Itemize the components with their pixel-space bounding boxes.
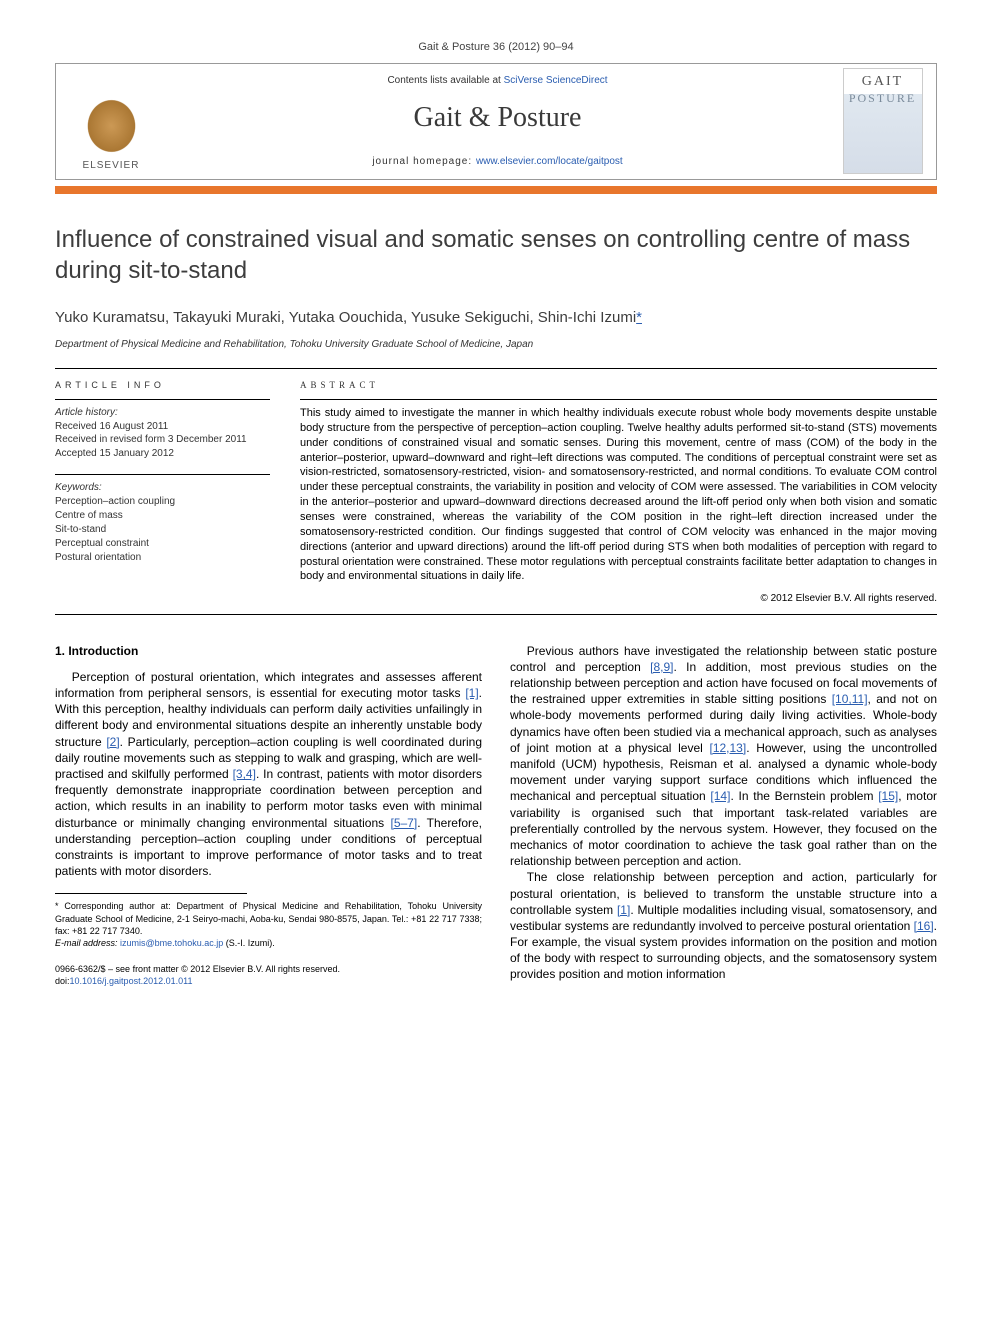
- abstract-label: ABSTRACT: [300, 379, 937, 391]
- keyword-item: Perception–action coupling: [55, 495, 270, 509]
- abstract-column: ABSTRACT This study aimed to investigate…: [300, 379, 937, 606]
- elsevier-tree-icon: [84, 96, 139, 156]
- journal-cover-thumb: GAIT POSTURE: [843, 68, 923, 174]
- citation-link[interactable]: [2]: [106, 735, 119, 749]
- abstract-copyright: © 2012 Elsevier B.V. All rights reserved…: [300, 592, 937, 606]
- body-col-left: 1. Introduction Perception of postural o…: [55, 643, 482, 987]
- journal-title: Gait & Posture: [414, 99, 582, 137]
- rule-above-abstract: [55, 368, 937, 369]
- page-footer: 0966-6362/$ – see front matter © 2012 El…: [55, 963, 482, 987]
- keyword-item: Sit-to-stand: [55, 523, 270, 537]
- author-list: Yuko Kuramatsu, Takayuki Muraki, Yutaka …: [55, 308, 937, 328]
- email-paren: (S.-I. Izumi).: [223, 938, 275, 948]
- body-columns: 1. Introduction Perception of postural o…: [55, 643, 937, 987]
- keyword-item: Perceptual constraint: [55, 537, 270, 551]
- citation-link[interactable]: [10,11]: [832, 692, 868, 706]
- body-paragraph: Perception of postural orientation, whic…: [55, 669, 482, 879]
- rule-info: [55, 399, 270, 400]
- section-heading-intro: 1. Introduction: [55, 643, 482, 659]
- body-paragraph: The close relationship between perceptio…: [510, 869, 937, 982]
- footnote-rule: [55, 893, 247, 894]
- rule-abstract: [300, 399, 937, 400]
- email-footnote: E-mail address: izumis@bme.tohoku.ac.jp …: [55, 937, 482, 949]
- front-matter-line: 0966-6362/$ – see front matter © 2012 El…: [55, 963, 482, 975]
- article-history-block: Article history: Received 16 August 2011…: [55, 406, 270, 460]
- doi-line: doi:10.1016/j.gaitpost.2012.01.011: [55, 975, 482, 987]
- article-title: Influence of constrained visual and soma…: [55, 224, 937, 286]
- corr-email-link[interactable]: izumis@bme.tohoku.ac.jp: [120, 938, 223, 948]
- citation-link[interactable]: [1]: [465, 686, 478, 700]
- email-label: E-mail address:: [55, 938, 120, 948]
- article-info-column: ARTICLE INFO Article history: Received 1…: [55, 379, 270, 606]
- keywords-block: Keywords: Perception–action coupling Cen…: [55, 481, 270, 565]
- corr-author-footnote: * Corresponding author at: Department of…: [55, 900, 482, 936]
- footnotes: * Corresponding author at: Department of…: [55, 900, 482, 949]
- publisher-logo-block: ELSEVIER: [56, 64, 166, 179]
- citation-link[interactable]: [1]: [617, 903, 630, 917]
- keyword-item: Postural orientation: [55, 551, 270, 565]
- citation-link[interactable]: [15]: [878, 789, 898, 803]
- history-label: Article history:: [55, 406, 270, 420]
- body-text: . In the Bernstein problem: [730, 789, 878, 803]
- journal-homepage-link[interactable]: www.elsevier.com/locate/gaitpost: [476, 156, 623, 167]
- doi-link[interactable]: 10.1016/j.gaitpost.2012.01.011: [70, 976, 193, 986]
- homepage-prefix: journal homepage:: [372, 156, 476, 167]
- history-revised: Received in revised form 3 December 2011: [55, 433, 270, 447]
- contents-prefix: Contents lists available at: [387, 75, 503, 86]
- citation-link[interactable]: [8,9]: [650, 660, 673, 674]
- author-names: Yuko Kuramatsu, Takayuki Muraki, Yutaka …: [55, 309, 636, 326]
- history-accepted: Accepted 15 January 2012: [55, 447, 270, 461]
- contents-available-line: Contents lists available at SciVerse Sci…: [387, 74, 607, 88]
- citation-link[interactable]: [16]: [914, 919, 934, 933]
- running-head: Gait & Posture 36 (2012) 90–94: [55, 40, 937, 55]
- journal-cover-thumb-wrap: GAIT POSTURE: [829, 64, 936, 179]
- article-info-label: ARTICLE INFO: [55, 379, 270, 391]
- keywords-label: Keywords:: [55, 481, 270, 495]
- citation-link[interactable]: [12,13]: [709, 741, 746, 755]
- rule-kw: [55, 474, 270, 475]
- corresponding-author-link[interactable]: *: [636, 309, 642, 326]
- cover-line-2: POSTURE: [849, 90, 916, 106]
- affiliation: Department of Physical Medicine and Reha…: [55, 338, 937, 352]
- elsevier-label: ELSEVIER: [83, 159, 140, 173]
- sciencedirect-link[interactable]: SciVerse ScienceDirect: [504, 75, 608, 86]
- body-col-right: Previous authors have investigated the r…: [510, 643, 937, 987]
- history-received: Received 16 August 2011: [55, 420, 270, 434]
- citation-link[interactable]: [14]: [710, 789, 730, 803]
- citation-link[interactable]: [5–7]: [390, 816, 417, 830]
- citation-link[interactable]: [3,4]: [233, 767, 256, 781]
- body-text: Perception of postural orientation, whic…: [55, 670, 482, 700]
- journal-masthead: ELSEVIER Contents lists available at Sci…: [55, 63, 937, 180]
- masthead-center: Contents lists available at SciVerse Sci…: [166, 64, 829, 179]
- accent-rule: [55, 186, 937, 194]
- journal-homepage-line: journal homepage: www.elsevier.com/locat…: [372, 155, 622, 169]
- keyword-item: Centre of mass: [55, 509, 270, 523]
- abstract-text: This study aimed to investigate the mann…: [300, 406, 937, 584]
- doi-prefix: doi:: [55, 976, 70, 986]
- rule-below-abstract: [55, 614, 937, 615]
- body-paragraph: Previous authors have investigated the r…: [510, 643, 937, 870]
